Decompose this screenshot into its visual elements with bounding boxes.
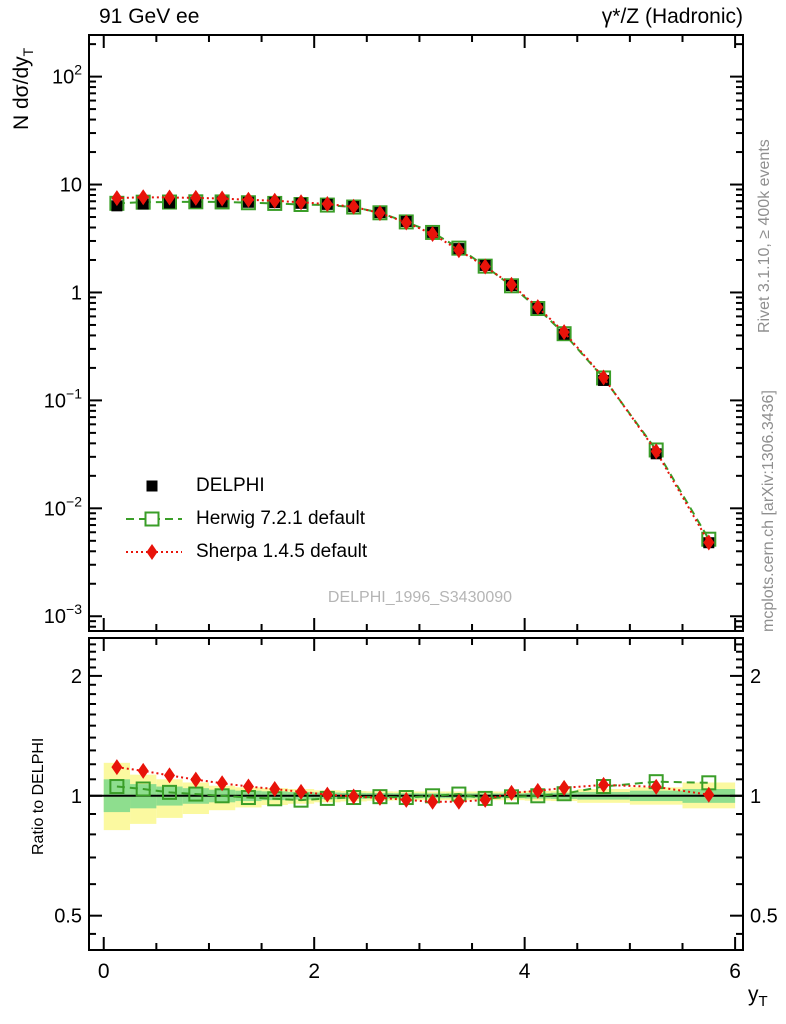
data-point xyxy=(269,192,281,209)
legend-label-delphi: DELPHI xyxy=(196,474,265,496)
y-tick-label: 10−3 xyxy=(44,601,82,628)
data-point xyxy=(321,786,333,803)
legend-item-sherpa: Sherpa 1.4.5 default xyxy=(126,535,367,568)
x-axis-title-text: y xyxy=(748,983,759,1006)
herwig-marker-icon xyxy=(126,511,182,526)
beam-energy-label: 91 GeV ee xyxy=(99,5,200,28)
data-point xyxy=(111,190,123,207)
data-point xyxy=(505,276,517,293)
data-point xyxy=(400,214,412,231)
data-point xyxy=(400,791,412,808)
data-point xyxy=(162,784,178,800)
data-point xyxy=(598,776,610,793)
legend-label-sherpa: Sherpa 1.4.5 default xyxy=(196,540,368,562)
data-point xyxy=(453,793,465,810)
y-axis-title: N dσ/dyT xyxy=(10,48,36,130)
data-point xyxy=(703,534,715,551)
data-point xyxy=(598,369,610,386)
data-point xyxy=(650,443,662,460)
x-tick-label: 4 xyxy=(519,960,531,983)
data-point xyxy=(479,258,491,275)
process-label: γ*/Z (Hadronic) xyxy=(601,5,743,28)
data-point xyxy=(558,779,570,796)
data-point xyxy=(190,771,202,788)
y-tick-label: 10−2 xyxy=(44,493,82,520)
data-point xyxy=(427,226,439,243)
data-point xyxy=(164,189,176,206)
data-point xyxy=(505,784,517,801)
data-point xyxy=(295,783,307,800)
data-point xyxy=(650,778,662,795)
data-point xyxy=(111,759,123,776)
main-frame xyxy=(88,34,744,632)
data-point xyxy=(137,189,149,206)
y-tick-label: 1 xyxy=(71,786,82,808)
rivet-version-note: Rivet 3.1.10, ≥ 400k events xyxy=(756,139,773,333)
y-tick-label: 102 xyxy=(52,62,82,89)
legend: DELPHI Herwig 7.2.1 default Sherpa 1.4.5… xyxy=(126,469,367,568)
data-point xyxy=(374,789,386,806)
data-point xyxy=(348,198,360,215)
sherpa-marker-icon xyxy=(126,543,182,560)
y-tick-label: 1 xyxy=(71,282,82,304)
data-point xyxy=(427,793,439,810)
ratio-series-sherpa xyxy=(111,759,715,810)
legend-item-delphi: DELPHI xyxy=(126,469,367,502)
y-axis-title-subscript: T xyxy=(20,47,37,57)
data-point xyxy=(703,786,715,803)
data-point xyxy=(453,242,465,259)
ratio-right-tick-label: 2 xyxy=(750,666,761,688)
data-point xyxy=(216,190,228,207)
axis-tick-labels: 102 10 1 10−1 10−2 10−3 2 1 0.5 2 1 0.5 0 2 4 6 xyxy=(44,62,778,983)
data-point xyxy=(216,775,228,792)
data-point xyxy=(558,324,570,341)
data-point xyxy=(321,196,333,213)
ratio-right-tick-label: 1 xyxy=(750,786,761,808)
x-tick-label: 6 xyxy=(729,960,741,983)
data-point xyxy=(164,767,176,784)
data-point xyxy=(135,781,151,797)
data-point xyxy=(242,778,254,795)
axis-ticks xyxy=(89,35,743,950)
main-series-sherpa xyxy=(111,189,715,551)
ratio-axis-title: Ratio to DELPHI xyxy=(30,737,47,855)
data-point xyxy=(137,762,149,779)
data-point xyxy=(374,205,386,222)
legend-item-herwig: Herwig 7.2.1 default xyxy=(126,502,367,535)
analysis-id-watermark: DELPHI_1996_S3430090 xyxy=(327,589,513,606)
y-tick-label: 0.5 xyxy=(54,906,82,928)
delphi-marker-icon xyxy=(146,480,158,491)
data-point xyxy=(109,779,125,795)
y-tick-label: 10 xyxy=(60,175,82,197)
legend-label-herwig: Herwig 7.2.1 default xyxy=(196,507,365,529)
x-tick-label: 0 xyxy=(98,960,110,983)
ratio-right-tick-label: 0.5 xyxy=(750,906,778,928)
data-point xyxy=(479,791,491,808)
x-tick-label: 2 xyxy=(308,960,320,983)
x-axis-title: yT xyxy=(748,983,768,1010)
y-tick-label: 2 xyxy=(71,666,82,688)
x-axis-title-subscript: T xyxy=(758,993,768,1011)
y-axis-title-text: N dσ/dy xyxy=(10,56,33,130)
data-point xyxy=(242,191,254,208)
data-point xyxy=(269,781,281,798)
data-point xyxy=(348,788,360,805)
y-tick-label: 10−1 xyxy=(44,385,82,412)
ratio-frame xyxy=(88,637,744,951)
data-point xyxy=(295,194,307,211)
data-point xyxy=(532,782,544,799)
data-point xyxy=(190,189,202,206)
data-point xyxy=(532,299,544,316)
